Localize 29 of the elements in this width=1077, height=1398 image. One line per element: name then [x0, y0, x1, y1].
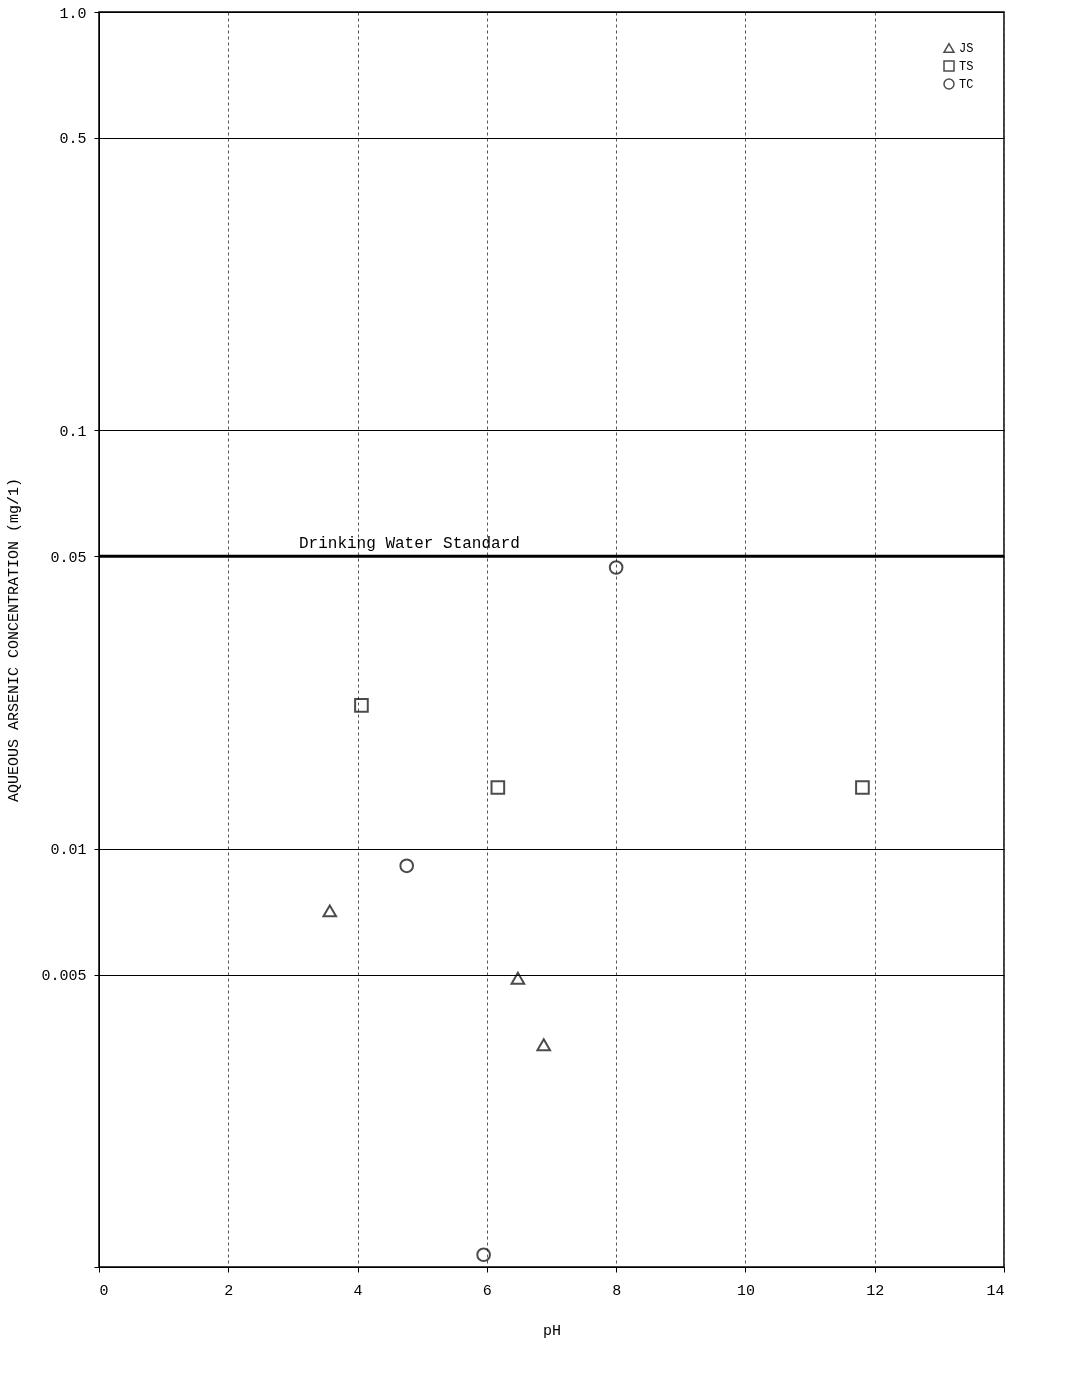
legend-label: TC [959, 78, 974, 92]
point [536, 1038, 552, 1052]
x-tick-label: 2 [224, 1282, 234, 1300]
x-axis-title: pH [542, 1322, 562, 1340]
y-tick-label: 0.01 [50, 842, 87, 860]
point [510, 971, 526, 985]
point [399, 858, 415, 874]
point [855, 780, 870, 795]
x-tick-label: 6 [482, 1282, 492, 1300]
point [608, 560, 624, 575]
y-tick-label: 0.5 [59, 131, 87, 149]
legend-label: TS [959, 60, 974, 74]
x-tick-label: 10 [736, 1282, 755, 1300]
point [490, 780, 506, 795]
x-tick-label: 12 [866, 1282, 885, 1300]
point [354, 698, 369, 713]
ref-line-label: Drinking Water Standard [299, 535, 520, 554]
y-tick-label: 1.0 [59, 5, 87, 23]
y-tick-label: 0.1 [59, 423, 87, 441]
point [476, 1247, 491, 1263]
y-tick-label: 0.005 [41, 968, 87, 986]
legend-label: JS [959, 42, 974, 56]
x-tick-label: 4 [353, 1282, 363, 1300]
y-tick-label: 0.05 [50, 549, 87, 567]
x-tick-label: 0 [99, 1282, 109, 1300]
point [322, 904, 338, 918]
y-axis-title: AQUEOUS ARSENIC CONCENTRATION (mg/1) [6, 477, 24, 803]
x-tick-label: 14 [986, 1282, 1005, 1300]
x-tick-label: 8 [612, 1282, 622, 1300]
